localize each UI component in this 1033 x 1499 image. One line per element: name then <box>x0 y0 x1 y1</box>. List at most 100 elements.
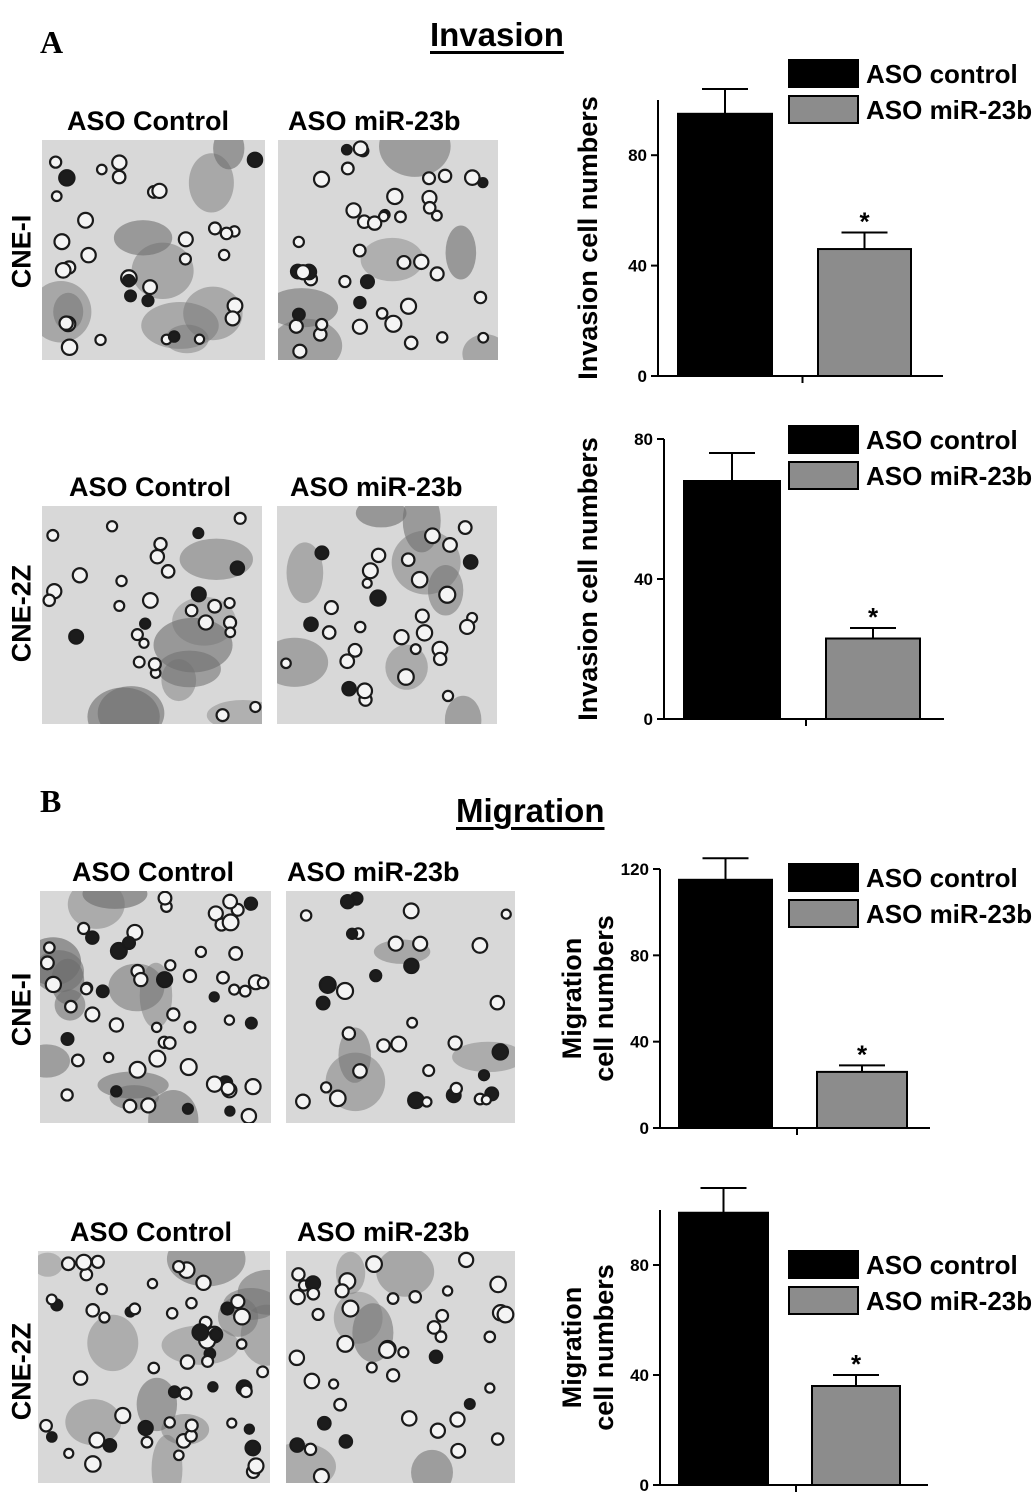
legend-swatch-aso-control <box>788 59 859 88</box>
cell <box>40 955 55 971</box>
cell <box>164 959 177 972</box>
micrograph-cne2z-mir23b-migration <box>286 1251 515 1483</box>
micrograph-cne1-control-migration <box>40 891 271 1123</box>
cell <box>76 921 91 936</box>
cell <box>291 307 306 322</box>
cell <box>339 894 356 910</box>
cell <box>140 1435 154 1449</box>
cell <box>353 295 367 310</box>
cell <box>166 1007 181 1022</box>
cell <box>94 333 107 347</box>
cell <box>160 564 176 579</box>
cell <box>63 1447 75 1460</box>
cell <box>315 995 331 1011</box>
cell <box>124 289 138 303</box>
column-label-aso-control: ASO Control <box>70 1217 232 1247</box>
cell <box>295 1093 311 1110</box>
y-axis-label: Migration <box>557 1287 587 1409</box>
cell <box>338 274 352 289</box>
cell <box>137 1419 154 1437</box>
cell <box>458 618 476 636</box>
cell <box>70 1053 85 1068</box>
significance-asterisk: * <box>851 1349 862 1379</box>
cell <box>441 689 455 703</box>
cell <box>239 1384 253 1399</box>
cell <box>207 1381 219 1393</box>
cell <box>226 1417 238 1429</box>
cell <box>421 171 437 186</box>
cell <box>109 941 128 960</box>
cell <box>238 984 252 998</box>
cell <box>235 1338 248 1350</box>
cell <box>385 1368 401 1383</box>
cell <box>402 902 420 920</box>
cell <box>60 338 79 357</box>
cell <box>394 210 407 224</box>
y-tick-label: 80 <box>630 1256 649 1275</box>
legend-label-aso-mir23b: ASO miR-23b <box>866 461 1032 491</box>
cell <box>403 335 419 351</box>
cell <box>178 252 192 266</box>
cell <box>289 1288 306 1306</box>
cell <box>435 1308 450 1323</box>
cell <box>228 983 241 996</box>
cell <box>45 1431 58 1443</box>
legend-label-aso-mir23b: ASO miR-23b <box>866 899 1032 929</box>
cell <box>58 315 74 331</box>
cell <box>197 614 214 631</box>
cell <box>207 905 224 922</box>
cell <box>85 930 100 945</box>
bar-chart-migration-cne2z: 0 40 80 Migration cell numbers * ASO control AS… <box>557 1187 1032 1495</box>
cell <box>60 1088 74 1102</box>
cell <box>162 1036 177 1050</box>
cell <box>79 982 93 996</box>
cell <box>315 317 329 332</box>
cell <box>386 1292 400 1305</box>
y-axis-label: Invasion cell numbers <box>573 96 603 380</box>
cell <box>181 1102 194 1115</box>
cell <box>39 1418 53 1433</box>
legend-label-aso-control: ASO control <box>866 863 1018 893</box>
cell <box>50 190 63 203</box>
cell <box>122 273 136 288</box>
cell <box>98 1311 111 1324</box>
cell <box>42 941 56 955</box>
cell <box>114 1406 132 1425</box>
y-axis-label: Invasion cell numbers <box>573 437 603 721</box>
cell <box>179 1057 198 1077</box>
cell <box>396 254 412 270</box>
cell <box>115 574 128 588</box>
cell <box>110 1085 123 1098</box>
cell <box>447 1035 463 1051</box>
row-label-cne-2z: CNE-2Z <box>6 564 37 663</box>
cell <box>113 599 126 612</box>
bar-chart-invasion-cne1: 0 40 80 Invasion cell numbers * ASO control AS… <box>560 50 1032 395</box>
cell <box>421 1096 433 1108</box>
bar-aso-control <box>678 1211 769 1486</box>
cell <box>111 154 128 171</box>
cell <box>365 1361 378 1374</box>
cell <box>182 968 198 984</box>
cell <box>221 913 240 932</box>
cell <box>147 1361 161 1375</box>
cell <box>341 1299 360 1318</box>
cell <box>132 655 146 669</box>
cell <box>399 297 418 315</box>
cell <box>247 1457 265 1475</box>
cell <box>72 1370 89 1386</box>
micrograph-cne1-mir23b-migration <box>286 891 515 1123</box>
cell <box>316 1415 332 1431</box>
cell <box>341 1026 357 1041</box>
cell <box>289 1437 305 1453</box>
cell <box>471 937 489 954</box>
cell <box>223 596 236 610</box>
column-label-aso-mir23b: ASO miR-23b <box>290 472 463 502</box>
cell <box>111 169 127 185</box>
cell <box>172 1449 185 1462</box>
cell <box>351 318 369 335</box>
y-tick-label: 40 <box>630 1366 649 1385</box>
legend-swatch-aso-control <box>788 863 859 892</box>
cell <box>390 1035 408 1053</box>
cell <box>408 1289 423 1304</box>
cell <box>437 168 453 184</box>
